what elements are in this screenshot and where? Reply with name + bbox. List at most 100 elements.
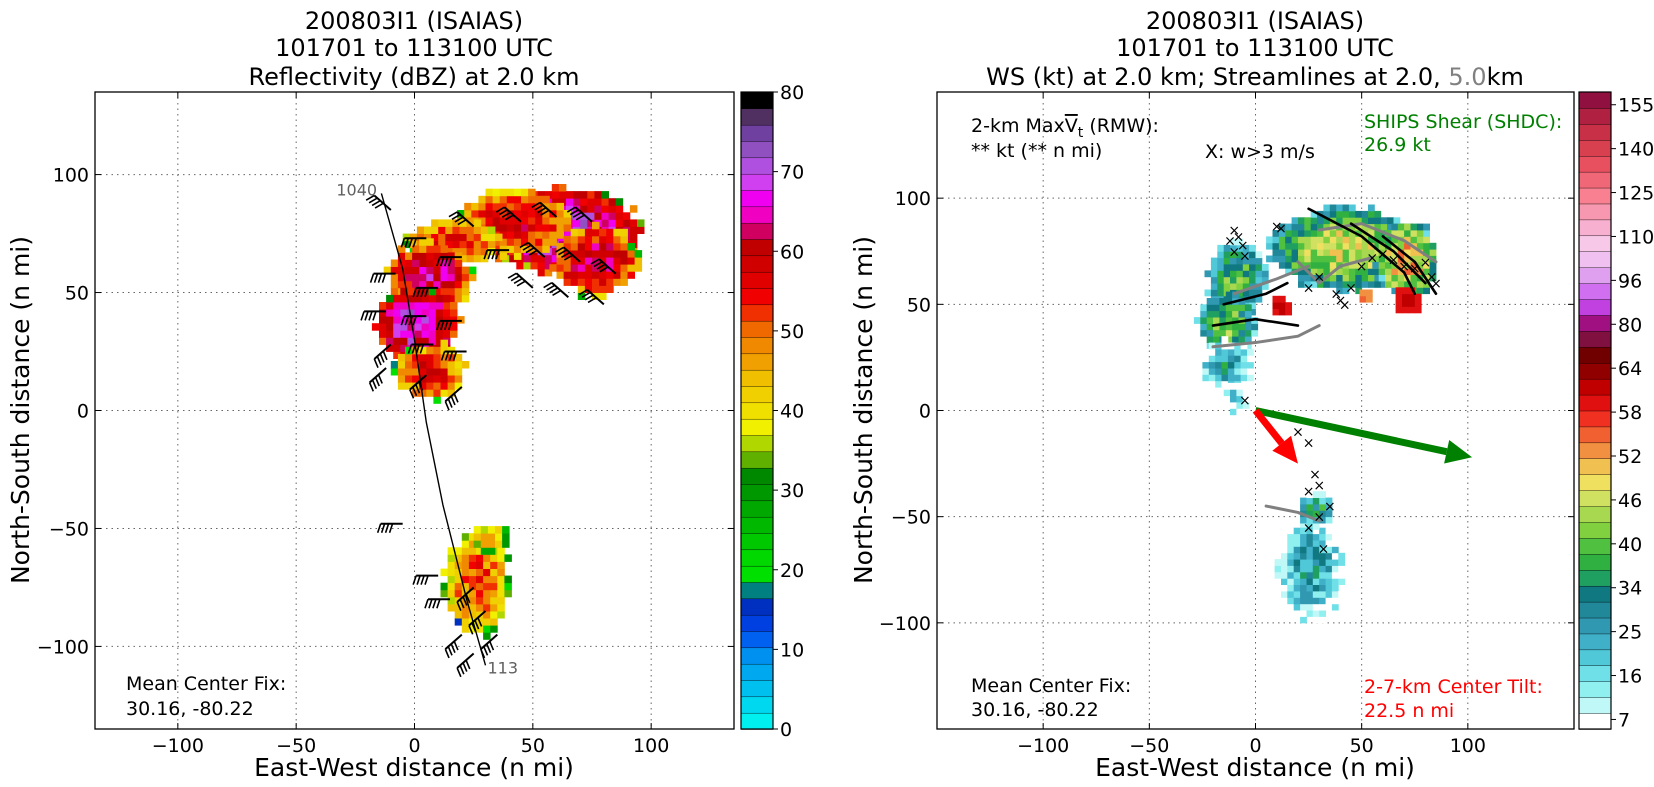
field-cell [594,212,602,220]
field-cell [1247,348,1254,356]
field-cell [1404,281,1411,288]
field-cell [1374,217,1382,225]
field-cell [440,353,448,362]
field-cell [473,540,482,548]
updraft-x-marker: × [1303,484,1315,500]
field-cell [468,568,477,577]
field-cell [419,389,427,397]
field-cell [1319,565,1326,573]
field-cell [1306,591,1314,598]
field-cell [407,302,415,310]
field-cell [1298,217,1305,225]
field-cell [426,353,434,362]
field-cell [454,273,463,282]
field-cell [1391,274,1399,282]
field-cell [476,561,484,569]
streamline-2km [1211,317,1300,327]
field-cell [428,309,437,317]
field-cell [521,231,529,239]
field-cell [1355,210,1363,218]
field-cell [1242,395,1250,403]
field-cell [1291,230,1299,237]
field-cell [1230,408,1237,416]
field-cell [468,582,477,591]
field-cell [400,294,408,303]
colorbar-swatch [740,255,774,273]
field-cell [1397,230,1405,237]
field-cell [1202,368,1210,375]
field-cell [473,254,482,263]
field-cell [461,294,470,303]
field-cell [476,589,484,598]
field-cell [386,309,394,317]
field-cell [584,278,593,286]
field-cell [379,323,387,331]
colorbar-swatch [1578,696,1612,714]
field-cell [513,202,522,211]
field-cell [419,368,427,376]
field-cell [535,245,543,253]
field-cell [1225,329,1233,337]
field-cell [454,368,463,376]
field-cell [1249,302,1256,309]
streamline-2km [1307,207,1417,296]
field-cell [606,235,614,244]
field-cell [629,219,638,227]
colorbar-swatch [740,483,774,502]
field-cell [1281,559,1288,566]
field-cell [1368,204,1375,212]
field-cell [584,271,593,279]
field-cell [1336,236,1343,244]
right-panel: 200803I1 (ISAIAS) 101701 to 113100 UTC W… [849,7,1654,782]
field-cell [1236,238,1244,246]
field-cell [1223,270,1231,278]
field-cell [1378,261,1386,269]
field-cell [558,191,567,199]
field-cell [599,235,607,244]
field-cell [468,589,477,598]
field-cell [1410,230,1418,237]
field-cell [594,198,602,206]
field-cell [504,589,512,598]
colorbar-swatch [740,140,774,159]
field-cell [1378,255,1386,263]
field-cell [1247,355,1254,363]
field-cell [393,302,401,310]
left-title-line-3: Reflectivity (dBZ) at 2.0 km [249,63,580,91]
field-cell [386,330,394,338]
field-cell [1336,249,1343,256]
field-cell [1217,264,1225,271]
field-cell [1281,578,1288,585]
field-cell [1223,276,1231,284]
field-cell [1306,546,1314,554]
field-cell [528,195,536,204]
field-cell [1287,546,1295,554]
field-cell [504,575,512,584]
field-cell [1319,520,1326,528]
colorbar-swatch [1578,330,1612,348]
right-streamlines [1211,207,1438,523]
field-cell [1410,255,1418,263]
colorbar-swatch [1578,569,1612,587]
streamline-2km [1381,235,1438,296]
colorbar-swatch [740,647,774,665]
colorbar-tick-label: 52 [1618,446,1642,468]
field-cell [440,589,448,598]
field-cell [421,294,430,303]
field-cell [1368,249,1375,256]
field-cell-hot [1408,300,1416,307]
field-cell [461,273,470,282]
field-cell [440,361,448,369]
field-cell [563,257,572,265]
field-cell [1230,389,1237,397]
field-cell [445,240,453,249]
field-cell [1310,217,1318,225]
field-cell [1336,230,1343,237]
colorbar-swatch [1578,521,1612,539]
colorbar-tick-label: 70 [780,162,804,184]
field-cell [537,191,546,199]
updraft-x-marker: × [1303,520,1315,536]
field-cell [542,231,550,239]
field-cell [405,375,413,383]
colorbar-swatch [740,500,774,518]
